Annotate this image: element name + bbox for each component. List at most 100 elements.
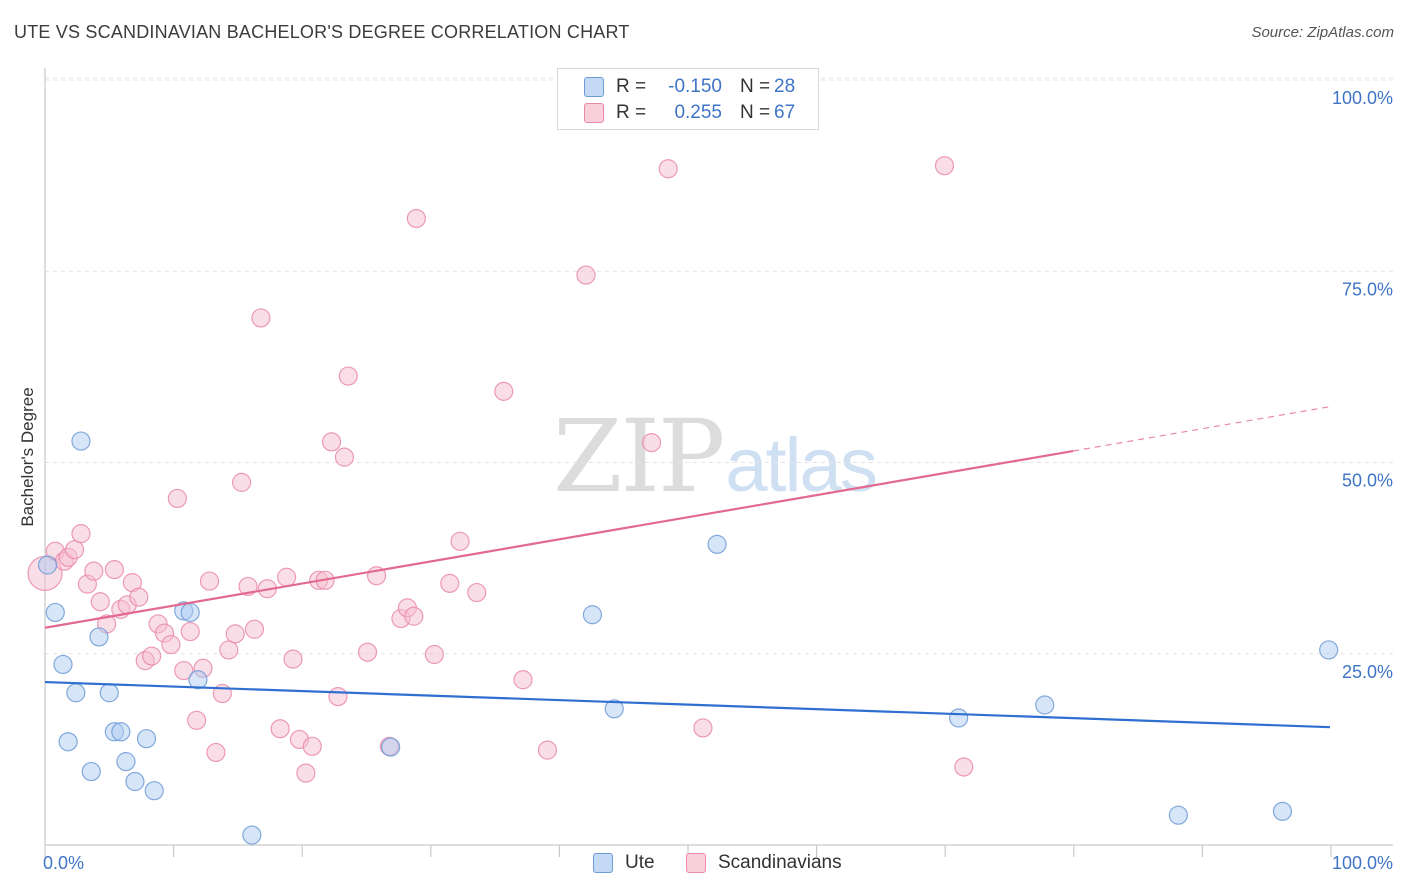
scandinavians-point-30	[232, 472, 252, 492]
legend-row-ute: R = -0.150 N = 28	[584, 74, 795, 100]
ute-point-20	[582, 605, 603, 625]
scandinavians-point-60	[537, 740, 558, 760]
y-tick-label-2: 50.0%	[1342, 471, 1393, 491]
chart-title: UTE VS SCANDINAVIAN BACHELOR'S DEGREE CO…	[14, 22, 630, 42]
scandinavians-point-36	[276, 567, 297, 587]
data-points	[27, 156, 1339, 845]
ute-point-1	[45, 602, 65, 623]
scandinavians-point-4	[64, 540, 85, 560]
y-tick-label-0: 100.0%	[1332, 88, 1393, 108]
scandinavians-swatch-icon	[584, 103, 604, 123]
ute-trend-line	[44, 680, 1331, 729]
scandinavians-point-33	[251, 308, 271, 328]
scandinavians-point-62	[641, 433, 662, 453]
scandinavians-point-22	[180, 621, 200, 642]
ute-point-23	[949, 708, 969, 728]
ute-point-17	[188, 670, 208, 690]
ute-point-2	[53, 654, 73, 675]
ute-point-18	[242, 825, 262, 845]
ute-r-value: -0.150	[668, 76, 722, 97]
ute-point-16	[180, 602, 200, 623]
scandinavians-point-46	[338, 366, 358, 386]
ute-point-5	[71, 431, 91, 451]
scandinavians-point-25	[199, 571, 220, 591]
scandinavians-point-66	[954, 757, 974, 777]
y-tick-label-3: 25.0%	[1342, 662, 1393, 682]
ute-n-label: N =	[740, 76, 771, 97]
correlation-legend: R = -0.150 N = 28 R = 0.255 N = 67	[557, 68, 819, 130]
scandinavians-point-10	[104, 559, 124, 580]
ute-point-26	[1272, 801, 1293, 821]
legend-ute-label: Ute	[625, 852, 655, 873]
ute-swatch-icon	[584, 77, 604, 97]
scandinavians-point-64	[693, 718, 713, 738]
scandinavians-point-37	[283, 649, 303, 669]
ute-r-label: R =	[616, 76, 647, 97]
y-tick-label-1: 75.0%	[1342, 279, 1393, 299]
zipatlas-watermark: ZIPatlas	[553, 398, 878, 515]
ute-point-21	[604, 699, 624, 719]
tick-labels: 0.0% 100.0% 100.0% 75.0% 50.0% 25.0%	[43, 88, 1393, 873]
watermark-zip: ZIP	[553, 398, 725, 515]
legend-scandinavians-label: Scandinavians	[718, 852, 842, 873]
scandinavians-point-16	[142, 646, 162, 666]
scandinavians-point-54	[424, 644, 444, 665]
scandinavians-point-35	[270, 719, 290, 739]
scandinavians-point-21	[174, 660, 194, 681]
axes	[44, 68, 1393, 857]
scandinavians-point-40	[302, 736, 322, 756]
scandinavians-point-23	[187, 710, 207, 730]
scandinavians-point-29	[225, 624, 245, 644]
ute-point-13	[136, 729, 157, 749]
scandinavians-legend-swatch-icon	[686, 853, 706, 873]
scandinavians-point-14	[129, 587, 149, 607]
ute-point-24	[1035, 695, 1055, 715]
ute-point-22	[707, 534, 727, 554]
legend-item-ute[interactable]: Ute	[593, 852, 655, 874]
scandinavians-point-52	[404, 606, 424, 626]
x-tick-label-0: 0.0%	[43, 853, 84, 873]
scandinavians-r-value: 0.255	[674, 102, 722, 123]
scandinavians-r-label: R =	[616, 102, 647, 123]
ute-point-10	[111, 722, 131, 742]
scandinavians-point-8	[90, 592, 110, 612]
scandinavians-point-26	[206, 742, 226, 763]
watermark-atlas: atlas	[725, 423, 878, 508]
scandinavians-point-7	[84, 561, 104, 581]
scandinavians-point-59	[513, 670, 533, 690]
scandinavians-point-63	[658, 159, 678, 179]
ute-point-0	[37, 555, 58, 575]
scandinavians-point-47	[357, 642, 378, 662]
scandinavians-point-20	[167, 488, 187, 509]
ute-point-4	[66, 683, 86, 703]
scandinavians-point-32	[244, 619, 265, 639]
scandinavians-point-5	[71, 524, 91, 544]
trend-lines	[44, 406, 1331, 729]
scandinavians-trend-extension	[1072, 406, 1331, 452]
scandinavians-trend-line	[44, 449, 1074, 629]
ute-point-3	[58, 732, 78, 752]
scandinavians-point-28	[219, 640, 239, 660]
ute-n-value: 28	[774, 76, 796, 97]
scandinavians-point-44	[328, 686, 348, 707]
source-credit: Source: ZipAtlas.com	[1251, 24, 1394, 41]
scandinavians-point-61	[576, 265, 596, 285]
scandinavians-point-39	[296, 763, 316, 783]
scandinavians-point-57	[467, 582, 487, 603]
ute-point-25	[1168, 805, 1188, 825]
scandinavians-point-65	[934, 156, 955, 176]
scandinavians-point-55	[440, 573, 460, 593]
scandinavians-n-value: 67	[774, 102, 796, 123]
series-legend: Ute Scandinavians	[0, 852, 1406, 878]
x-tick-label-1: 100.0%	[1332, 853, 1393, 873]
scandinavians-point-31	[238, 576, 258, 597]
legend-row-scandinavians: R = 0.255 N = 67	[584, 100, 795, 126]
ute-point-27	[1319, 640, 1339, 660]
gridlines	[45, 77, 1393, 655]
ute-legend-swatch-icon	[593, 853, 613, 873]
scandinavians-n-label: N =	[740, 102, 771, 123]
ute-point-8	[99, 683, 119, 703]
scandinavians-point-53	[406, 208, 426, 229]
legend-item-scandinavians[interactable]: Scandinavians	[686, 852, 842, 874]
